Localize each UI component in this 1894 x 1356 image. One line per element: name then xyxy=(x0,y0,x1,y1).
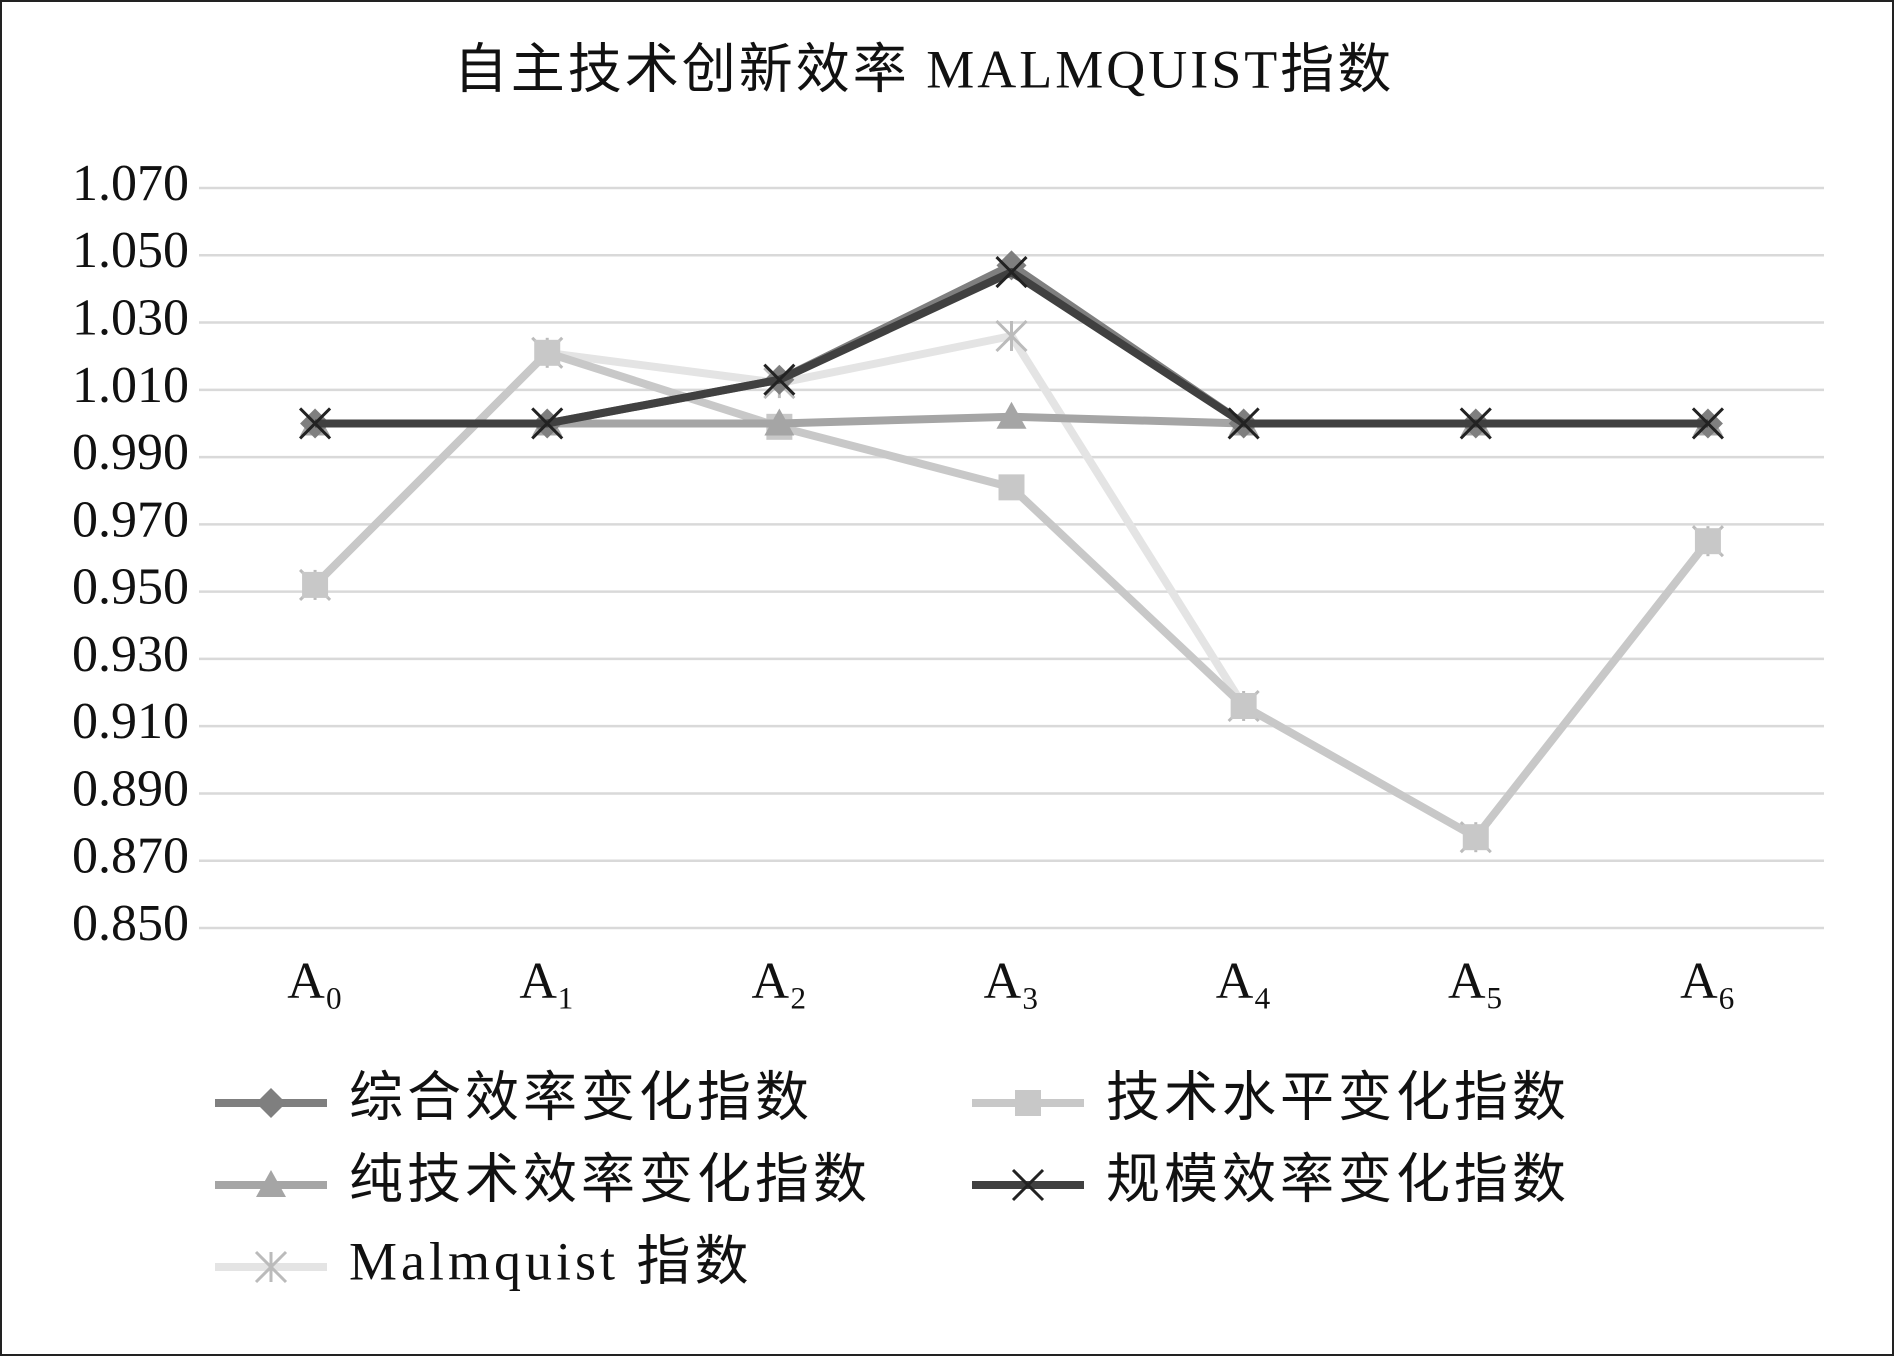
marker xyxy=(1691,407,1724,440)
marker-shape xyxy=(1227,407,1260,440)
marker xyxy=(256,1170,286,1197)
marker-shape xyxy=(534,339,561,366)
marker-shape xyxy=(302,571,329,598)
x-tick-label: A₂ xyxy=(752,953,808,1010)
y-tick-label: 1.010 xyxy=(72,357,189,414)
marker xyxy=(996,401,1027,429)
y-tick-label: 0.970 xyxy=(72,491,189,548)
marker xyxy=(995,256,1028,289)
marker-shape xyxy=(1230,693,1257,719)
marker xyxy=(764,408,795,436)
marker-shape xyxy=(299,407,332,440)
marker-shape xyxy=(763,363,796,396)
marker xyxy=(534,339,561,366)
legend-label: 规模效率变化指数 xyxy=(1106,1149,1570,1209)
marker-shape xyxy=(764,408,795,436)
x-tick-label: A₅ xyxy=(1448,953,1504,1010)
marker xyxy=(531,407,564,440)
marker-shape xyxy=(1694,528,1721,555)
legend-label: 纯技术效率变化指数 xyxy=(349,1149,871,1209)
y-tick-label: 0.990 xyxy=(72,424,189,481)
x-tick-label: A₆ xyxy=(1680,953,1736,1010)
x-tick-label: A₀ xyxy=(287,953,343,1010)
y-tick-label: 0.850 xyxy=(72,895,189,952)
marker xyxy=(1230,693,1257,719)
y-tick-label: 0.870 xyxy=(72,828,189,885)
marker xyxy=(1227,407,1260,440)
marker xyxy=(998,474,1025,501)
x-tick-label: A₄ xyxy=(1216,953,1272,1010)
y-tick-label: 0.910 xyxy=(72,693,189,750)
marker-shape xyxy=(256,1170,286,1197)
marker-shape xyxy=(996,401,1027,429)
marker-shape xyxy=(1015,1090,1041,1116)
legend-label: Malmquist 指数 xyxy=(349,1231,753,1291)
marker-shape xyxy=(1691,407,1724,440)
legend-label: 综合效率变化指数 xyxy=(349,1067,813,1127)
marker xyxy=(1015,1090,1041,1116)
marker xyxy=(1462,824,1489,851)
x-tick-label: A₁ xyxy=(519,953,575,1010)
marker xyxy=(995,319,1028,353)
marker-shape xyxy=(995,256,1028,289)
y-tick-label: 0.950 xyxy=(72,559,189,616)
marker-shape xyxy=(998,474,1025,501)
marker-shape xyxy=(1459,407,1492,440)
marker xyxy=(1694,528,1721,555)
marker xyxy=(1011,1168,1045,1202)
chart-title: 自主技术创新效率 MALMQUIST指数 xyxy=(454,39,1395,99)
marker xyxy=(299,407,332,440)
marker xyxy=(254,1250,288,1284)
legend-label: 技术水平变化指数 xyxy=(1106,1067,1570,1127)
marker xyxy=(763,363,796,396)
y-tick-label: 0.890 xyxy=(72,760,189,817)
marker-shape xyxy=(1462,824,1489,851)
y-tick-label: 0.930 xyxy=(72,626,189,683)
y-tick-label: 1.050 xyxy=(72,222,189,279)
marker xyxy=(256,1088,286,1118)
marker-shape xyxy=(1011,1168,1045,1202)
marker xyxy=(302,571,329,598)
x-tick-label: A₃ xyxy=(984,953,1040,1010)
marker-shape xyxy=(256,1088,286,1118)
marker xyxy=(1459,407,1492,440)
y-tick-label: 1.070 xyxy=(72,155,189,212)
marker-shape xyxy=(531,407,564,440)
y-tick-label: 1.030 xyxy=(72,289,189,346)
